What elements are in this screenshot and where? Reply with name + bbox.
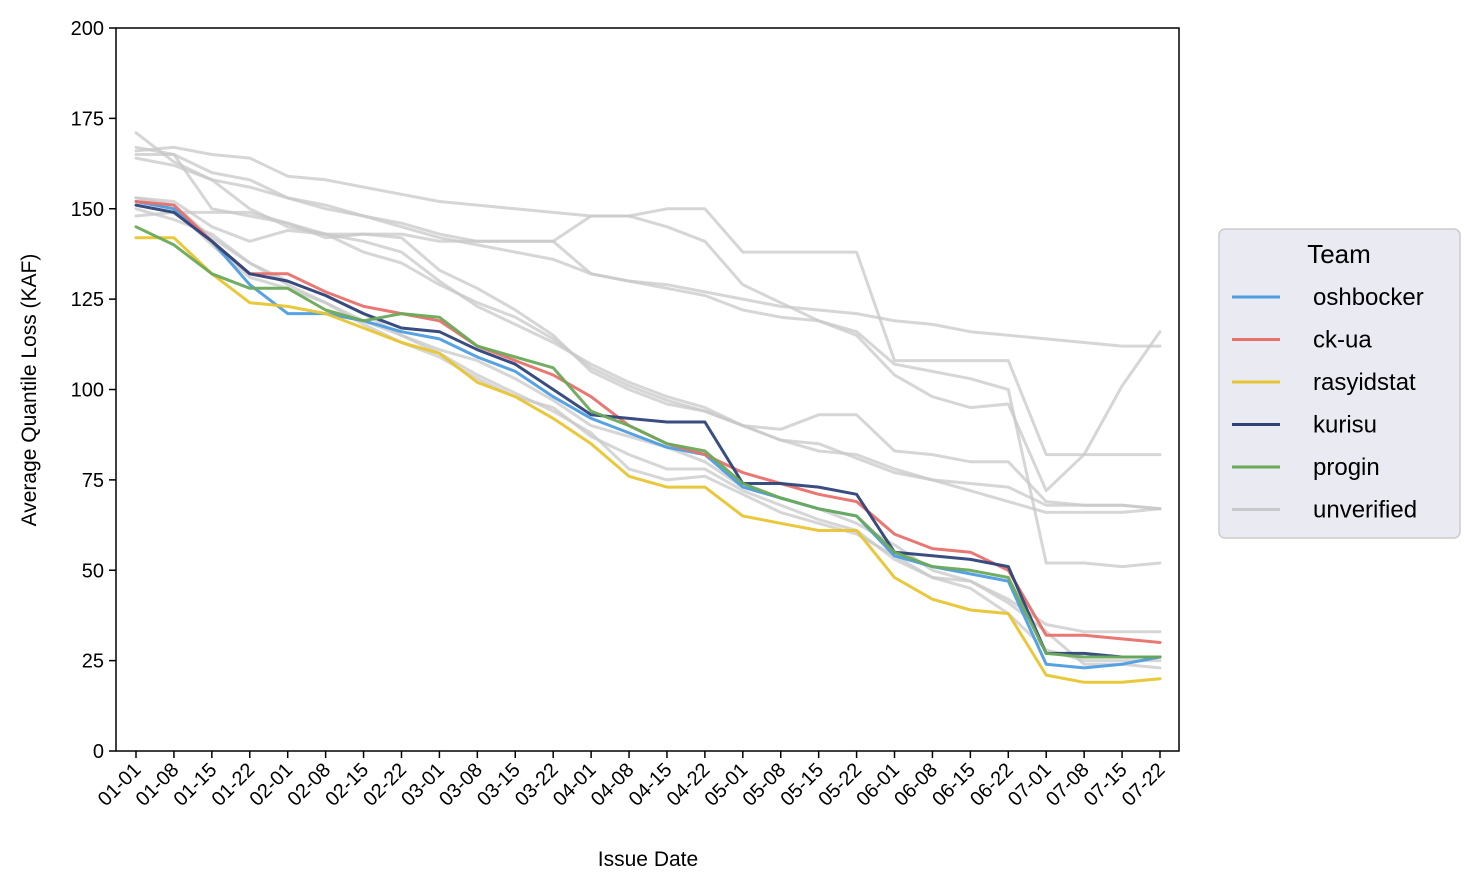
y-tick-label: 175 <box>71 108 104 130</box>
legend: Team oshbocker ck-ua rasyidstat kurisu progi… <box>1218 228 1461 539</box>
series-line-unverified-10 <box>134 210 1162 569</box>
x-tick-label: 05-22 <box>814 759 866 811</box>
x-tick-label: 02-22 <box>359 759 411 811</box>
series-line-kurisu <box>134 203 1162 659</box>
series-line-unverified-12 <box>134 196 1162 634</box>
y-tick-label: 150 <box>71 199 104 221</box>
legend-box <box>1218 228 1461 539</box>
y-axis-title: Average Quantile Loss (KAF) <box>18 254 41 527</box>
x-tick-label: 05-01 <box>701 759 753 811</box>
legend-title: Team <box>1307 239 1371 269</box>
axes-layer: 0 25 50 75 100 125 150 175 200 01-0101-0801-1501-… <box>71 18 1170 811</box>
x-tick-label: 06-01 <box>852 759 904 811</box>
series-line-progin <box>134 225 1162 659</box>
legend-label-rasyidstat: rasyidstat <box>1313 369 1416 396</box>
x-tick-label: 02-08 <box>283 759 335 811</box>
x-tick-label: 02-01 <box>246 759 298 811</box>
x-axis-title: Issue Date <box>598 848 698 871</box>
y-tick-label: 25 <box>82 651 104 673</box>
legend-label-unverified: unverified <box>1313 497 1417 524</box>
series-layer <box>134 131 1162 684</box>
x-tick-label: 05-15 <box>776 759 828 811</box>
series-line-unverified-7 <box>134 145 1162 493</box>
y-tick-label: 50 <box>82 560 104 582</box>
legend-label-progin: progin <box>1313 454 1380 481</box>
x-tick-label: 04-08 <box>587 759 639 811</box>
y-tick-label: 100 <box>71 380 104 402</box>
x-tick-label: 01-15 <box>170 759 222 811</box>
x-tick-label: 02-15 <box>321 759 373 811</box>
y-tick-label: 200 <box>71 18 104 40</box>
x-tick-label: 06-22 <box>966 759 1018 811</box>
series-line-rasyidstat <box>134 236 1162 684</box>
x-tick-label: 06-08 <box>890 759 942 811</box>
series-line-unverified-6 <box>134 145 1162 348</box>
series-line-oshbocker <box>134 200 1162 670</box>
legend-label-oshbocker: oshbocker <box>1313 284 1424 311</box>
legend-label-kurisu: kurisu <box>1313 412 1377 439</box>
legend-label-ck-ua: ck-ua <box>1313 327 1372 354</box>
x-tick-label: 07-08 <box>1042 759 1094 811</box>
x-tick-label: 05-08 <box>739 759 791 811</box>
x-tick-label: 03-08 <box>435 759 487 811</box>
x-tick-label: 07-22 <box>1118 759 1170 811</box>
x-tick-label: 03-15 <box>473 759 525 811</box>
x-tick-label: 03-01 <box>397 759 449 811</box>
legend-items: oshbocker ck-ua rasyidstat kurisu progin unve… <box>1232 284 1424 524</box>
series-line-unverified-11 <box>134 196 1162 511</box>
x-tick-label: 03-22 <box>511 759 563 811</box>
series-line-unverified-8 <box>134 153 1162 511</box>
x-tick-label: 07-15 <box>1080 759 1132 811</box>
x-tick-label: 01-01 <box>94 759 146 811</box>
x-tick-label: 01-08 <box>132 759 184 811</box>
series-line-unverified <box>134 131 1162 457</box>
y-tick-label: 125 <box>71 289 104 311</box>
series-line-unverified-13 <box>134 200 1162 663</box>
x-tick-label: 06-15 <box>928 759 980 811</box>
y-tick-label: 75 <box>82 470 104 492</box>
y-tick-label: 0 <box>93 741 104 763</box>
x-tick-label: 07-01 <box>1004 759 1056 811</box>
x-tick-label: 04-01 <box>549 759 601 811</box>
x-tick-label: 01-22 <box>208 759 260 811</box>
x-tick-label: 04-15 <box>625 759 677 811</box>
x-tick-label: 04-22 <box>663 759 715 811</box>
